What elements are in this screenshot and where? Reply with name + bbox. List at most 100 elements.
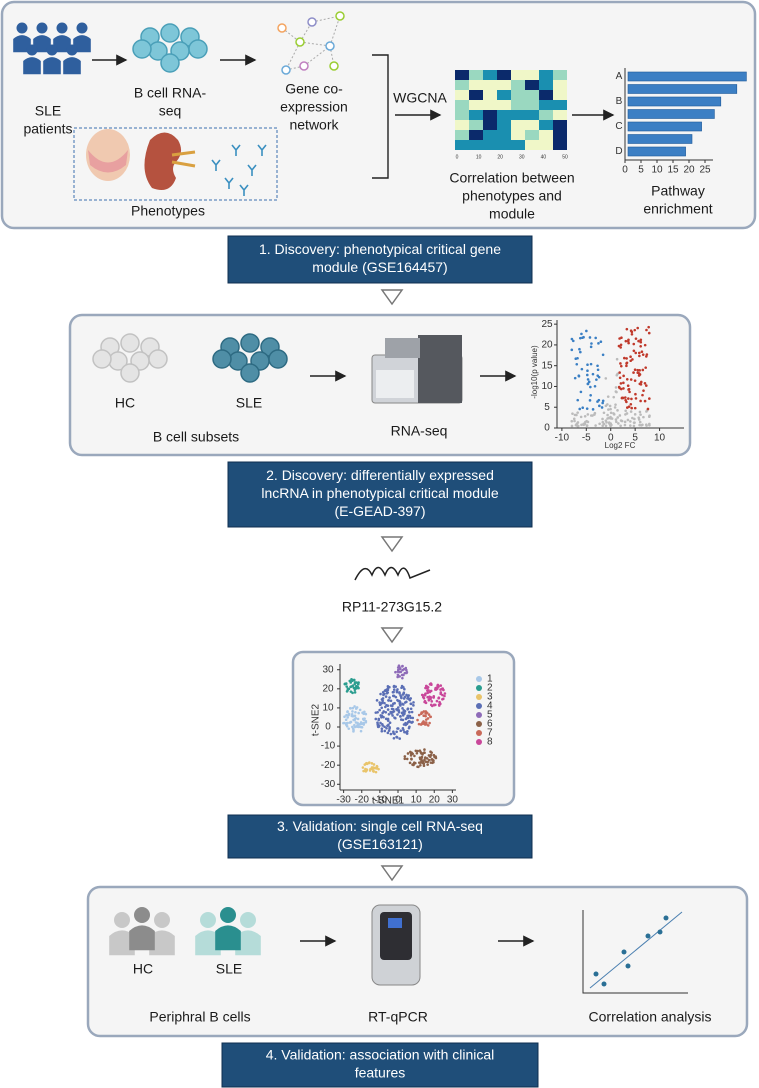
label: RNA-seq <box>391 423 448 439</box>
tsne-dot <box>418 749 422 752</box>
tsne-dot <box>423 748 426 751</box>
down-triangle <box>380 865 404 882</box>
x-tick-label: -5 <box>582 433 591 444</box>
banner-text: 2. Discovery: differentially expressed <box>266 467 494 483</box>
tsne-dot <box>412 704 415 707</box>
y-tick-label: 5 <box>544 402 550 413</box>
group-icon <box>129 925 155 951</box>
tsne-dot <box>430 700 434 703</box>
tsne-dot <box>346 710 349 714</box>
heatmap-cell <box>539 90 553 100</box>
bar <box>627 71 747 82</box>
tsne-dot <box>399 694 402 697</box>
tsne-dot <box>430 758 434 761</box>
volcano-dot <box>623 423 627 427</box>
group-icon <box>200 912 216 928</box>
legend-swatch <box>476 694 482 700</box>
volcano-dot <box>615 373 619 377</box>
volcano-dot <box>597 398 601 402</box>
kidney-icon <box>144 132 196 191</box>
tsne-dot <box>420 759 424 763</box>
tsne-dot <box>419 763 422 767</box>
volcano-dot <box>619 424 622 428</box>
x-tick-label: 0 <box>395 795 401 806</box>
tsne-dot <box>410 710 414 714</box>
heatmap-cell <box>539 130 553 140</box>
tsne-dot <box>392 731 395 735</box>
network-node <box>281 65 291 75</box>
heatmap-cell <box>539 120 553 130</box>
tsne-dot <box>392 702 395 706</box>
tsne-dot <box>423 693 426 697</box>
tsne-dot <box>353 718 356 722</box>
tsne-dot <box>416 749 420 753</box>
tsne-dot <box>392 736 396 740</box>
heatmap-cell <box>511 110 525 120</box>
volcano-dot <box>639 338 643 342</box>
volcano-dot <box>634 397 638 400</box>
y-tick-label: 20 <box>541 340 553 351</box>
label: RP11-273G15.2 <box>342 599 442 615</box>
volcano-dot <box>573 419 576 423</box>
tsne-dot <box>443 694 446 698</box>
volcano-dot <box>579 390 583 394</box>
volcano-dot <box>589 385 592 389</box>
tsne-dot <box>410 757 413 761</box>
heatmap-cell <box>483 120 497 130</box>
tsne-dot <box>399 704 402 707</box>
tsne-dot <box>407 697 410 701</box>
volcano-dot <box>619 382 623 385</box>
volcano-dot <box>593 411 597 415</box>
tsne-dot <box>377 717 381 721</box>
tsne-dot <box>372 763 376 766</box>
tsne-dot <box>396 713 399 716</box>
tsne-dot <box>411 752 414 756</box>
tsne-dot <box>429 715 432 718</box>
tsne-dot <box>352 686 356 690</box>
volcano-dot <box>623 356 626 360</box>
legend-label: 2 <box>487 683 493 694</box>
volcano-dot <box>634 351 638 355</box>
heatmap-cell <box>539 80 553 90</box>
heatmap-cell <box>455 70 469 80</box>
heatmap-tick: 0 <box>456 154 459 160</box>
volcano-dot <box>604 424 608 428</box>
tsne-dot <box>401 668 404 672</box>
volcano-dot <box>587 380 591 384</box>
volcano-dot <box>586 363 589 367</box>
tsne-dot <box>374 717 378 721</box>
tsne-dot <box>384 717 388 721</box>
tsne-dot <box>351 714 355 718</box>
volcano-dot <box>616 409 619 412</box>
volcano-dot <box>622 381 625 385</box>
tsne-dot <box>419 712 423 716</box>
tsne-dot <box>377 725 381 729</box>
volcano-dot <box>615 357 619 361</box>
volcano-dot <box>639 345 642 348</box>
tsne-dot <box>389 710 392 714</box>
volcano-dot <box>586 420 590 424</box>
volcano-dot <box>626 384 630 388</box>
x-tick-label: 20 <box>429 795 441 806</box>
hc-cell-icon <box>148 349 168 369</box>
tsne-dot <box>394 685 398 688</box>
volcano-dot <box>636 326 640 330</box>
volcano-dot <box>580 423 583 427</box>
heatmap-cell <box>539 100 553 110</box>
heatmap-cell <box>511 70 525 80</box>
volcano-dot <box>606 413 609 417</box>
patient-icon <box>26 44 38 56</box>
volcano-dot <box>576 411 579 414</box>
heatmap-cell <box>469 100 483 110</box>
tsne-dot <box>405 700 408 704</box>
volcano-dot <box>613 406 617 409</box>
tsne-dot <box>405 670 409 674</box>
heatmap-tick: 30 <box>519 154 525 160</box>
tsne-dot <box>419 723 423 726</box>
volcano-dot <box>625 327 629 331</box>
network-node <box>325 41 335 51</box>
tsne-dot <box>429 755 432 759</box>
tsne-dot <box>347 727 351 730</box>
heatmap-cell <box>511 130 525 140</box>
